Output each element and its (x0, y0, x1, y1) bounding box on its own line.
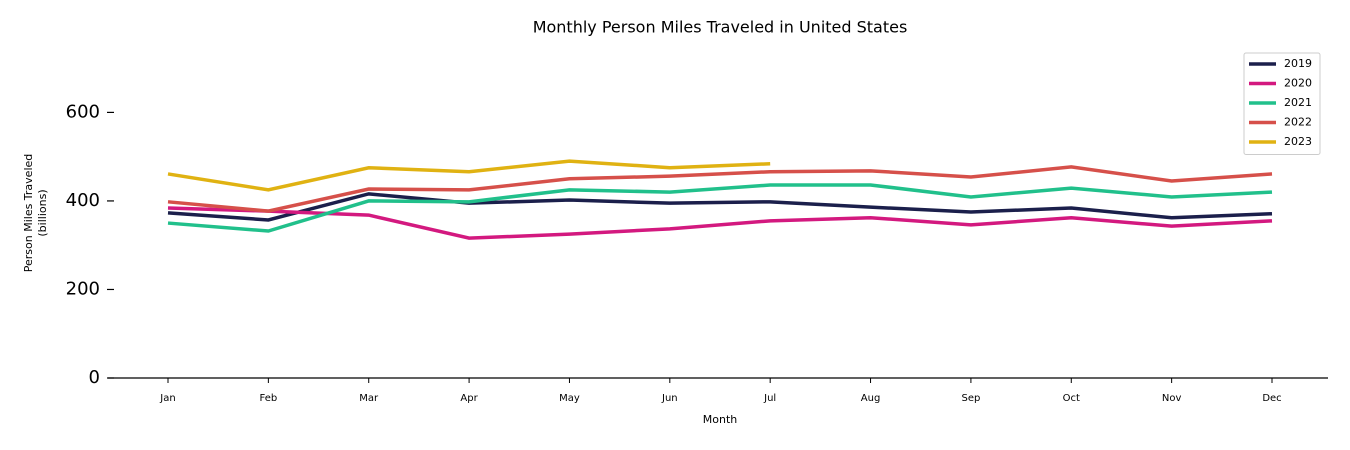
series-line (167, 159, 771, 192)
x-tick-label: Apr (460, 393, 478, 404)
y-tick-label: 600 (66, 101, 100, 122)
x-tick-label: Mar (359, 393, 379, 404)
legend-label: 2021 (1284, 96, 1312, 109)
x-tick-label: Nov (1162, 393, 1182, 404)
x-tick-label: Aug (861, 393, 881, 404)
x-tick-label: Sep (961, 393, 980, 404)
series-line (167, 165, 1273, 213)
x-tick-label: Jan (159, 393, 175, 404)
x-tick-label: May (559, 393, 580, 404)
x-axis-label: Month (703, 413, 738, 426)
y-axis-label: (billions) (36, 189, 49, 236)
series-line (167, 192, 1273, 222)
x-tick-label: Oct (1063, 393, 1080, 404)
legend-label: 2019 (1284, 57, 1312, 70)
series-line (167, 183, 1273, 233)
y-tick-label: 200 (66, 278, 100, 299)
y-axis-label: Person Miles Traveled (22, 154, 35, 273)
x-tick-label: Feb (260, 393, 278, 404)
chart-title: Monthly Person Miles Traveled in United … (533, 18, 908, 37)
y-tick-label: 400 (66, 190, 100, 211)
x-tick-label: Dec (1262, 393, 1281, 404)
legend-label: 2023 (1284, 135, 1312, 148)
y-tick-label: 0 (89, 367, 100, 388)
series-line (167, 206, 1273, 240)
x-tick-label: Jun (661, 393, 678, 404)
legend-label: 2022 (1284, 116, 1312, 129)
legend-box (1243, 52, 1321, 155)
x-tick-label: Jul (763, 393, 776, 404)
legend-label: 2020 (1284, 77, 1312, 90)
